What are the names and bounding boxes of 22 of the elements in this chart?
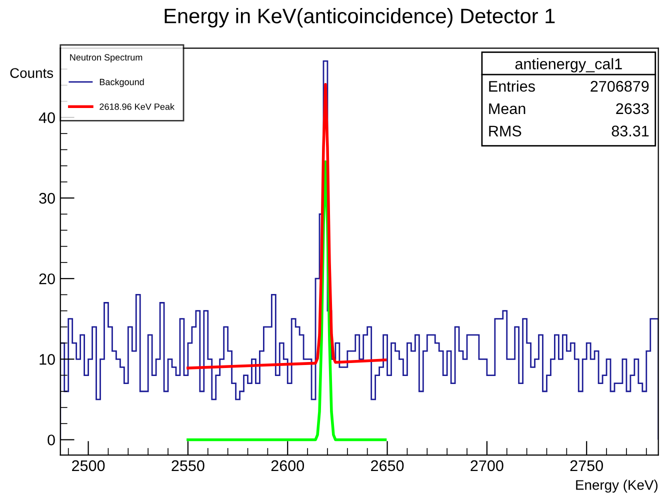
annotation: antienergy_cal1 [515, 58, 622, 72]
legend-label: Backgound [100, 78, 144, 88]
text: Mean 2633 [489, 103, 649, 114]
legend-label: 2618.96 KeV Peak [100, 103, 175, 110]
x-tick-label: 2650 [371, 460, 404, 472]
text: Entries 2706879 [489, 80, 649, 92]
text: RMS 83.31 [489, 126, 649, 136]
chart-title: Energy in KeV(anticoincidence) Detector 1 [164, 8, 555, 28]
x-tick-label: 2550 [172, 460, 204, 472]
x-tick-label: 2750 [570, 460, 603, 472]
line-series [186, 83, 387, 370]
y-axis-title: Counts [10, 68, 54, 78]
y-tick-label: 0 [48, 434, 55, 446]
y-tick-label: 20 [39, 273, 55, 284]
x-tick-label: 2500 [72, 460, 105, 472]
y-tick-label: 40 [38, 112, 55, 124]
legend-title: Neutron Spectrum [70, 54, 142, 62]
x-tick-label: 2600 [271, 460, 304, 472]
y-tick-label: 10 [40, 354, 55, 365]
x-axis-title: Energy (KeV) [576, 480, 658, 493]
x-tick-label: 2700 [470, 460, 504, 472]
y-tick-label: 30 [39, 192, 55, 204]
